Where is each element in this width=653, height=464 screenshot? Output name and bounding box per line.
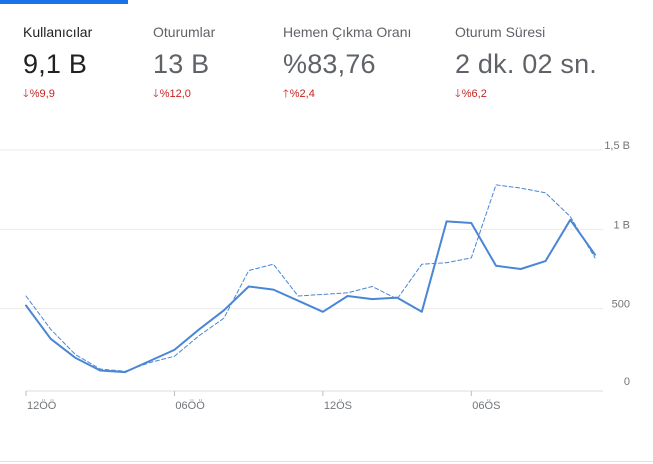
metric-sessions-value: 13 B: [153, 49, 210, 79]
y-tick-label: 1 B: [613, 219, 630, 231]
arrow-up-icon: 🡑: [283, 88, 289, 100]
metric-sessions-label: Oturumlar: [153, 24, 216, 40]
metric-users-change: 🡓%9,9: [23, 85, 92, 104]
series-line-current: [25, 218, 596, 374]
metric-session-duration-change-value: %6,2: [461, 88, 487, 100]
series-line-previous: [25, 184, 596, 372]
bottom-divider: [0, 461, 653, 462]
metric-sessions[interactable]: Oturumlar 13 B 🡓%12,0: [153, 24, 215, 104]
x-tick-label: 12ÖS: [324, 400, 352, 412]
line-chart: 0 500 1 B 1,5 B 12ÖÖ 06ÖÖ 12ÖS 06ÖS: [0, 140, 630, 412]
metric-session-duration-label: Oturum Süresi: [455, 24, 546, 40]
metric-users[interactable]: Kullanıcılar 9,1 B 🡓%9,9: [23, 24, 92, 104]
y-tick-label: 1,5 B: [604, 140, 630, 152]
metric-session-duration-value: 2 dk. 02 sn.: [455, 49, 597, 79]
active-tab-indicator: [0, 0, 128, 4]
x-tick-label: 06ÖS: [472, 400, 500, 412]
arrow-down-icon: 🡓: [153, 88, 159, 100]
metric-bounce-rate-label: Hemen Çıkma Oranı: [283, 24, 412, 40]
metric-bounce-rate-change: 🡑%2,4: [283, 85, 411, 104]
metric-users-value: 9,1 B: [23, 49, 88, 79]
x-tick-label: 06ÖÖ: [175, 400, 205, 412]
arrow-down-icon: 🡓: [455, 88, 461, 100]
metric-bounce-rate[interactable]: Hemen Çıkma Oranı %83,76 🡑%2,4: [283, 24, 411, 104]
metric-bounce-rate-value: %83,76: [283, 49, 376, 79]
x-tick-label: 12ÖÖ: [27, 400, 57, 412]
metric-bounce-rate-change-value: %2,4: [289, 88, 315, 100]
metric-session-duration-change: 🡓%6,2: [455, 85, 597, 104]
arrow-down-icon: 🡓: [23, 88, 29, 100]
metric-sessions-change: 🡓%12,0: [153, 85, 215, 104]
y-tick-label: 500: [612, 299, 630, 311]
metric-users-change-value: %9,9: [29, 88, 55, 100]
y-tick-label: 0: [624, 376, 630, 388]
metric-sessions-change-value: %12,0: [159, 88, 191, 100]
metric-users-label: Kullanıcılar: [23, 24, 93, 40]
metric-session-duration[interactable]: Oturum Süresi 2 dk. 02 sn. 🡓%6,2: [455, 24, 597, 104]
